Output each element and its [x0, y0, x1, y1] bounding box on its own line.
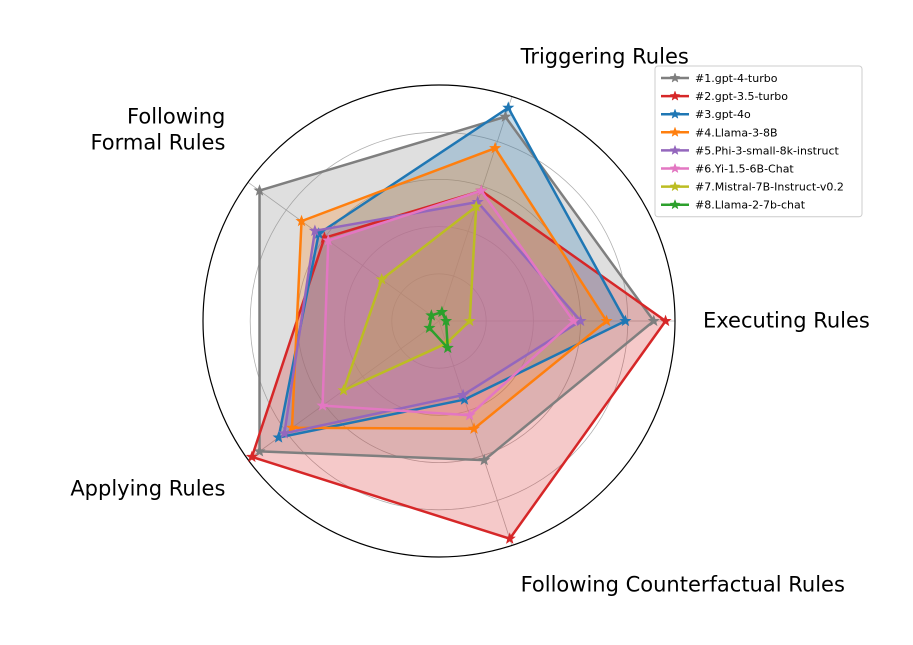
- series-4-point-3: [295, 214, 308, 227]
- axis-label-4-line-1: Applying Rules: [70, 477, 225, 501]
- series-8-point-5: [441, 341, 454, 354]
- series-line-2: [250, 189, 667, 540]
- series-6-point-5: [463, 408, 476, 421]
- series-2-point-4: [245, 450, 258, 463]
- series-fill-2: [251, 190, 666, 539]
- series-7-point-1: [463, 314, 476, 327]
- series-8-point-1: [440, 314, 453, 327]
- series-2-point-1: [659, 314, 672, 327]
- series-5-point-5: [457, 388, 470, 401]
- legend-marker-7: [669, 180, 681, 192]
- axis-label-4: Applying Rules: [70, 477, 225, 501]
- legend-label-2: #2.gpt-3.5-turbo: [695, 90, 788, 103]
- series-1-point-5: [478, 453, 491, 466]
- axis-label-2-line-1: Triggering Rules: [520, 44, 689, 68]
- legend-marker-8: [669, 198, 681, 210]
- legend-marker-5: [669, 144, 681, 156]
- series-4-point-4: [285, 421, 299, 433]
- legend-label-1: #1.gpt-4-turbo: [695, 72, 778, 85]
- series-6-point-2: [475, 184, 488, 196]
- legend-box: [654, 65, 863, 218]
- series-line-4: [290, 146, 608, 430]
- series-fill-4: [291, 148, 607, 429]
- series-line-6: [321, 189, 575, 417]
- axis-label-1: Executing Rules: [703, 309, 870, 333]
- axis-label-1-line-1: Executing Rules: [703, 309, 870, 333]
- legend-marker-3: [669, 108, 681, 119]
- legend-label-6: #6.Yi-1.5-6B-Chat: [695, 163, 794, 176]
- series-4-point-5: [467, 422, 481, 434]
- series-3-point-1: [619, 314, 632, 327]
- axis-label-3-line-1: Following: [127, 104, 225, 128]
- legend-marker-6: [669, 162, 681, 174]
- legend-label-3: #3.gpt-4o: [695, 108, 751, 121]
- axis-label-3: Following Formal Rules: [90, 104, 225, 154]
- legend-label-5: #5.Phi-3-small-8k-instruct: [695, 144, 840, 157]
- series-2-point-5: [503, 532, 516, 544]
- outer-frame: [202, 84, 676, 558]
- legend-label-4: #4.Llama-3-8B: [695, 126, 778, 139]
- legend-label-8: #8.Llama-2-7b-chat: [695, 199, 806, 212]
- series-7-point-4: [337, 384, 350, 396]
- axis-labels: Executing Rules Triggering Rules Following…: [70, 44, 870, 596]
- axis-label-3-line-2: Formal Rules: [90, 130, 225, 154]
- spoke-5: [438, 320, 513, 546]
- spoke-3: [247, 181, 440, 322]
- series-line-7: [342, 205, 478, 392]
- legend-marker-2: [669, 90, 681, 101]
- series-6-point-3: [322, 234, 335, 246]
- series-1-point-3: [253, 184, 266, 196]
- series-4-point-1: [600, 314, 613, 327]
- axis-label-5-line-1: Following Counterfactual Rules: [521, 573, 845, 597]
- series-8-point-3: [425, 309, 438, 321]
- series-line-1: [258, 115, 656, 462]
- series-5-point-3: [308, 224, 321, 236]
- series-fill-3: [278, 107, 626, 438]
- series-fill-6: [322, 190, 574, 416]
- series-6-point-1: [567, 314, 580, 327]
- series-1-point-1: [647, 314, 660, 327]
- radar-series: [245, 101, 672, 544]
- legend-label-7: #7.Mistral-7B-Instruct-v0.2: [695, 181, 844, 194]
- series-4-point-2: [489, 141, 502, 154]
- axis-label-2: Triggering Rules: [520, 44, 689, 68]
- series-fill-1: [259, 116, 654, 461]
- series-7-point-3: [375, 273, 388, 285]
- legend-marker-1: [669, 72, 681, 83]
- series-8-point-4: [423, 321, 436, 334]
- legend-marker-4: [669, 126, 681, 137]
- legend: #1.gpt-4-turbo #2.gpt-3.5-turbo #3.gpt-4o #…: [654, 65, 863, 218]
- series-7-point-2: [470, 200, 483, 212]
- series-line-5: [283, 200, 582, 435]
- series-5-point-4: [278, 426, 291, 439]
- axis-label-5: Following Counterfactual Rules: [521, 573, 845, 597]
- series-3-point-2: [502, 101, 515, 113]
- series-8-point-2: [435, 305, 448, 318]
- series-6-point-4: [316, 399, 329, 411]
- series-1-point-2: [499, 110, 512, 122]
